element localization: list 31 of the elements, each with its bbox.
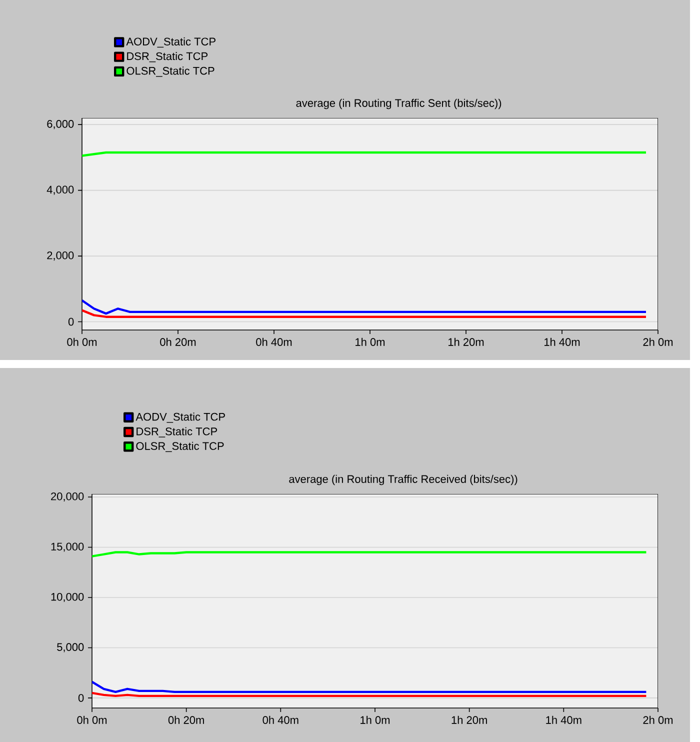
- x-tick-label: 1h 20m: [448, 338, 484, 346]
- y-tick-label: 4,000: [46, 186, 74, 195]
- y-tick-label: 0: [68, 318, 74, 326]
- legend-label: DSR_Static TCP: [127, 52, 208, 62]
- x-tick-label: 0h 40m: [262, 716, 298, 724]
- x-tick-label: 0h 0m: [67, 338, 97, 346]
- y-tick-label: 5,000: [57, 643, 84, 652]
- x-tick-label: 1h 0m: [356, 338, 385, 346]
- x-tick-label: 0h 40m: [256, 338, 292, 346]
- y-tick-label: 20,000: [51, 492, 84, 502]
- x-tick-label: 1h 20m: [452, 716, 487, 724]
- y-tick-label: 10,000: [51, 592, 84, 602]
- legend-label: AODV_Static TCP: [136, 412, 225, 423]
- legend-label: OLSR_Static TCP: [136, 442, 224, 452]
- x-tick-label: 0h 20m: [168, 716, 204, 724]
- chart-title: average (in Routing Traffic Received (bits/sec)): [289, 474, 518, 486]
- y-tick-label: 2,000: [47, 252, 74, 261]
- x-tick-label: 2h 0m: [643, 716, 673, 724]
- legend-label: AODV_Static TCP: [126, 37, 216, 48]
- legend-label: OLSR_Static TCP: [126, 66, 214, 77]
- x-tick-label: 1h 40m: [544, 338, 580, 346]
- y-tick-label: 6,000: [47, 120, 74, 130]
- legend-label: DSR_Static TCP: [136, 427, 218, 438]
- x-tick-label: 0h 20m: [160, 338, 196, 346]
- x-tick-label: 1h 40m: [546, 716, 582, 724]
- y-tick-label: 15,000: [51, 542, 84, 552]
- x-tick-label: 1h 0m: [360, 716, 390, 724]
- y-tick-label: 0: [78, 694, 84, 702]
- x-tick-label: 2h 0m: [643, 338, 673, 346]
- chart-title: average (in Routing Traffic Sent (bits/sec)): [296, 98, 502, 110]
- x-tick-label: 0h 0m: [77, 716, 107, 724]
